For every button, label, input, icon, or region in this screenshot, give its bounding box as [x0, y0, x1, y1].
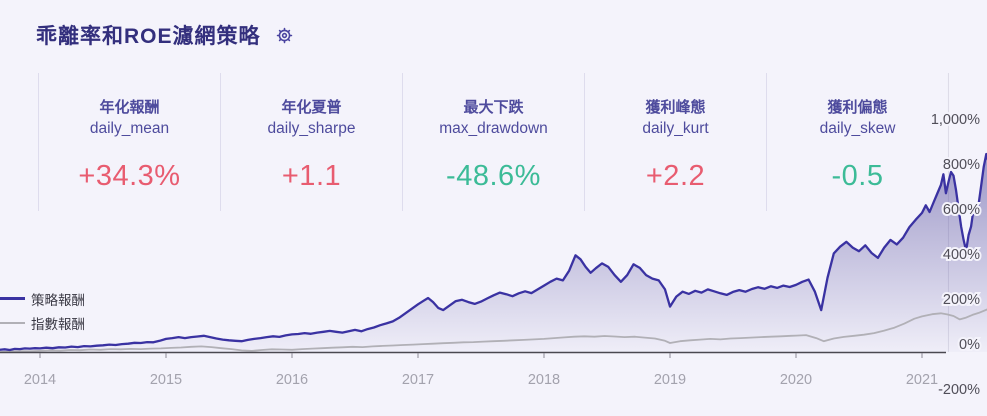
x-tick-label: 2016 — [276, 372, 308, 388]
y-tick-label: 600% — [943, 202, 980, 218]
metric-value: -48.6% — [446, 160, 541, 192]
legend-item-strategy[interactable]: 策略報酬 — [0, 291, 85, 308]
gear-icon[interactable] — [275, 25, 295, 45]
y-tick-label: -200% — [938, 382, 980, 398]
metric-label-zh: 年化夏普 — [281, 99, 342, 116]
y-tick-label: 400% — [943, 247, 980, 263]
metric-label-en: daily_kurt — [642, 120, 709, 137]
metric-label-en: max_drawdown — [439, 120, 548, 137]
index-line-swatch — [0, 321, 25, 324]
metric-label-zh: 最大下跌 — [463, 99, 524, 116]
x-tick-label: 2014 — [24, 372, 56, 388]
y-tick-label: 1,000% — [931, 112, 980, 128]
metric-label-en: daily_sharpe — [267, 120, 356, 137]
metric-value: -0.5 — [831, 160, 884, 192]
x-tick-label: 2018 — [528, 372, 560, 388]
y-tick-label: 0% — [959, 337, 980, 353]
metric-value: +34.3% — [78, 160, 181, 192]
metric-card-daily-kurt: 獲利峰態 daily_kurt +2.2 — [584, 73, 766, 211]
legend-item-index[interactable]: 指數報酬 — [0, 315, 85, 332]
gear-icon-glyph — [276, 27, 293, 43]
strategy-line-swatch — [0, 297, 25, 300]
x-tick-label: 2020 — [780, 372, 812, 388]
metric-card-daily-sharpe: 年化夏普 daily_sharpe +1.1 — [220, 73, 402, 211]
strategy-return-line[interactable] — [0, 152, 987, 352]
y-tick-label: 200% — [943, 292, 980, 308]
chart-legend: 策略報酬 指數報酬 — [0, 291, 85, 332]
page-title: 乖離率和ROE濾網策略 — [36, 25, 261, 48]
metric-card-daily-mean: 年化報酬 daily_mean +34.3% — [38, 73, 220, 211]
metric-value: +1.1 — [281, 160, 342, 192]
x-tick-label: 2021 — [906, 372, 938, 388]
legend-label: 策略報酬 — [31, 292, 85, 308]
x-tick-label: 2015 — [150, 372, 182, 388]
header: 乖離率和ROE濾網策略 — [36, 20, 295, 50]
index-return-line[interactable] — [0, 308, 987, 353]
strategy-area-fill — [0, 154, 987, 352]
metric-label-zh: 獲利峰態 — [645, 99, 706, 116]
metric-cards-row: 年化報酬 daily_mean +34.3% 年化夏普 daily_sharpe… — [38, 73, 948, 211]
metric-card-max-drawdown: 最大下跌 max_drawdown -48.6% — [402, 73, 584, 211]
metric-label-zh: 獲利偏態 — [827, 99, 888, 116]
legend-label: 指數報酬 — [31, 316, 85, 332]
x-tick-label: 2019 — [654, 372, 686, 388]
metric-label-zh: 年化報酬 — [99, 99, 160, 116]
metric-label-en: daily_skew — [819, 120, 896, 137]
metric-label-en: daily_mean — [89, 120, 170, 137]
metric-card-daily-skew: 獲利偏態 daily_skew -0.5 — [766, 73, 948, 211]
x-tick-label: 2017 — [402, 372, 434, 388]
y-tick-label: 800% — [943, 157, 980, 173]
metric-value: +2.2 — [645, 160, 706, 192]
